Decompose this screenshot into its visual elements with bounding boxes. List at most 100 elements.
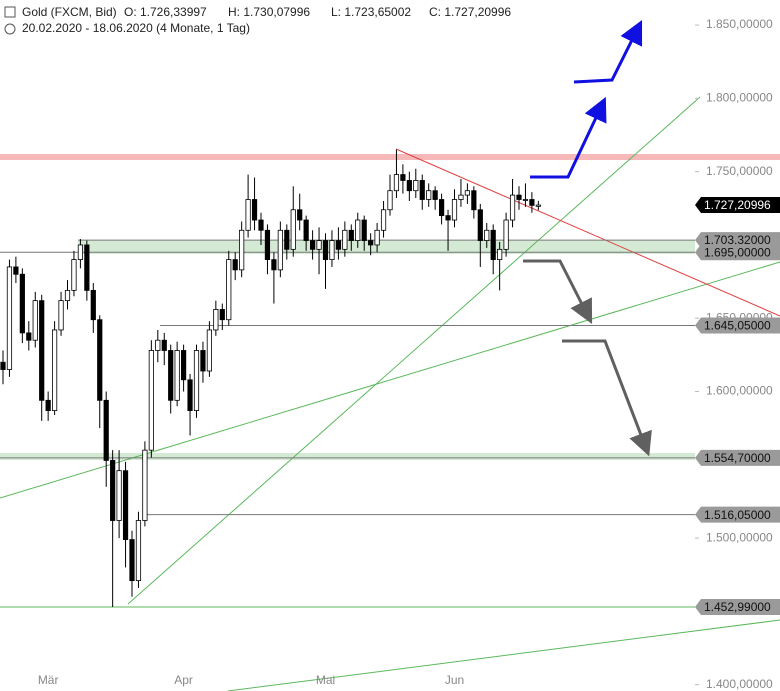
candle-body (335, 240, 342, 250)
candle-body (522, 199, 529, 201)
candle-body (52, 329, 58, 411)
candle-body (110, 460, 116, 521)
candle-body (464, 190, 471, 196)
candle-body (393, 174, 400, 192)
candle-body (432, 190, 438, 200)
candle-body (129, 539, 135, 582)
candle-body (329, 240, 335, 261)
y-tick-label: 1.500,00000 (706, 530, 773, 544)
candle-body (122, 470, 129, 540)
candle-body (368, 240, 374, 246)
candle-body (316, 240, 322, 250)
candle-body (39, 300, 45, 401)
candle-body (193, 350, 200, 411)
candle-body (406, 180, 412, 192)
candle-body (458, 194, 464, 200)
candle-body (103, 399, 109, 461)
candle-body (148, 350, 154, 451)
candle-body (535, 204, 541, 207)
trend-line (127, 96, 701, 605)
candle-body (264, 229, 271, 261)
chart-title: Gold (FXCM, Bid) (22, 5, 117, 19)
y-tick-label: 1.850,00000 (706, 17, 773, 31)
candle-body (387, 190, 393, 211)
candle-body (19, 273, 25, 334)
candle-body (509, 194, 516, 221)
plot (0, 149, 695, 608)
x-tick-label: Jun (445, 673, 464, 687)
candle-body (497, 248, 503, 261)
candle-body (26, 332, 32, 341)
level-label: 1.516,05000 (704, 508, 771, 522)
candle-body (297, 209, 303, 221)
last-price-label-box (695, 197, 780, 214)
candle-body (400, 174, 406, 181)
candle-body (174, 350, 180, 401)
level-label: 1.554,70000 (704, 451, 771, 465)
last-price-label: 1.727,20996 (704, 198, 771, 212)
candle-body (477, 209, 483, 241)
candle-body (290, 209, 296, 250)
candle-body (187, 379, 193, 411)
level-label-box (695, 599, 780, 616)
candle-body (84, 244, 90, 291)
candle-body (77, 244, 83, 261)
candle-body (303, 219, 309, 241)
candle-body (71, 259, 77, 291)
candle-body (322, 240, 329, 261)
candle-body (97, 319, 103, 401)
support-zone (78, 240, 695, 254)
arrow (562, 339, 652, 457)
candle-body (374, 229, 380, 246)
level-label: 1.645,05000 (704, 319, 771, 333)
candle-body (245, 199, 251, 231)
candle-body (142, 449, 148, 521)
candle-body (277, 229, 283, 271)
candle-body (200, 350, 206, 372)
y-tick-label: 1.750,00000 (706, 164, 773, 178)
level-label-box (695, 449, 780, 466)
level-label-box (695, 506, 780, 523)
candle-body (271, 259, 277, 271)
candle-body (361, 219, 367, 241)
y-tick-label: 1.400,00000 (706, 677, 773, 691)
ohlc-label: C: 1.727,20996 (429, 5, 511, 19)
candle-body (239, 229, 245, 271)
candle-body (13, 266, 19, 275)
ohlc-label: O: 1.726,33997 (124, 5, 207, 19)
resistance-band (0, 154, 780, 160)
trend-line (227, 619, 780, 691)
candle-body (284, 229, 290, 250)
x-tick-label: Mai (316, 673, 335, 687)
candle-body (258, 219, 264, 231)
candle-body (213, 309, 219, 331)
support-zone (0, 453, 695, 460)
candle-body (6, 266, 13, 370)
y-tick-label: 1.600,00000 (706, 384, 773, 398)
candle-body (451, 199, 458, 221)
icon (4, 6, 16, 18)
candle-body (380, 209, 387, 231)
candle-body (445, 215, 451, 221)
candle-body (251, 199, 258, 221)
arrow (523, 259, 593, 325)
candle-body (226, 259, 232, 321)
x-tick-label: Mär (38, 673, 59, 687)
candle-body (161, 339, 167, 351)
level-label-box (695, 317, 780, 334)
candle-body (219, 309, 225, 321)
level-label: 1.703,32000 (704, 233, 771, 247)
level-label-box (695, 244, 780, 261)
trend-line (395, 148, 780, 317)
level-label: 1.452,99000 (704, 600, 771, 614)
candle-body (116, 470, 122, 521)
candle-body (135, 520, 142, 582)
candle-body (32, 300, 38, 341)
candle-body (503, 219, 509, 250)
candle-body (438, 199, 445, 217)
candle-body (426, 190, 432, 200)
candle-body (419, 180, 425, 200)
level-label-box (695, 232, 780, 249)
level-label: 1.695,00000 (704, 245, 771, 259)
